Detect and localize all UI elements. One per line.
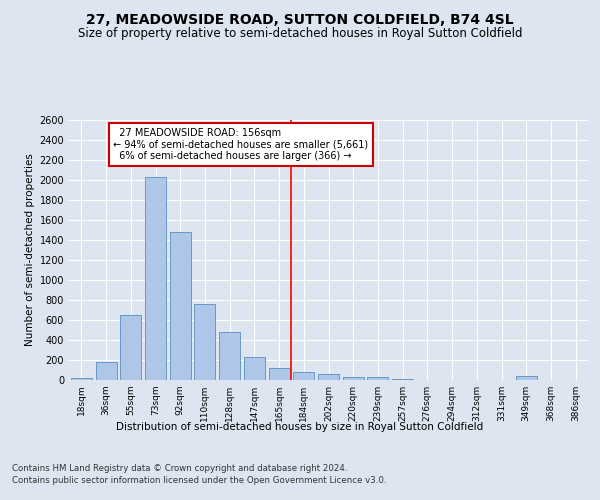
Text: Distribution of semi-detached houses by size in Royal Sutton Coldfield: Distribution of semi-detached houses by … bbox=[116, 422, 484, 432]
Bar bbox=[71, 378, 92, 380]
Text: 27, MEADOWSIDE ROAD, SUTTON COLDFIELD, B74 4SL: 27, MEADOWSIDE ROAD, SUTTON COLDFIELD, B… bbox=[86, 12, 514, 26]
Text: Contains public sector information licensed under the Open Government Licence v3: Contains public sector information licen… bbox=[12, 476, 386, 485]
Text: Size of property relative to semi-detached houses in Royal Sutton Coldfield: Size of property relative to semi-detach… bbox=[78, 28, 522, 40]
Bar bbox=[219, 332, 240, 380]
Y-axis label: Number of semi-detached properties: Number of semi-detached properties bbox=[25, 154, 35, 346]
Bar bbox=[120, 315, 141, 380]
Bar bbox=[367, 377, 388, 380]
Bar bbox=[516, 376, 537, 380]
Text: 27 MEADOWSIDE ROAD: 156sqm
← 94% of semi-detached houses are smaller (5,661)
  6: 27 MEADOWSIDE ROAD: 156sqm ← 94% of semi… bbox=[113, 128, 368, 161]
Bar bbox=[392, 378, 413, 380]
Bar bbox=[318, 374, 339, 380]
Bar bbox=[95, 362, 116, 380]
Bar bbox=[145, 177, 166, 380]
Bar bbox=[194, 304, 215, 380]
Bar bbox=[343, 376, 364, 380]
Bar bbox=[170, 232, 191, 380]
Bar bbox=[269, 368, 290, 380]
Bar bbox=[244, 356, 265, 380]
Bar bbox=[293, 372, 314, 380]
Text: Contains HM Land Registry data © Crown copyright and database right 2024.: Contains HM Land Registry data © Crown c… bbox=[12, 464, 347, 473]
